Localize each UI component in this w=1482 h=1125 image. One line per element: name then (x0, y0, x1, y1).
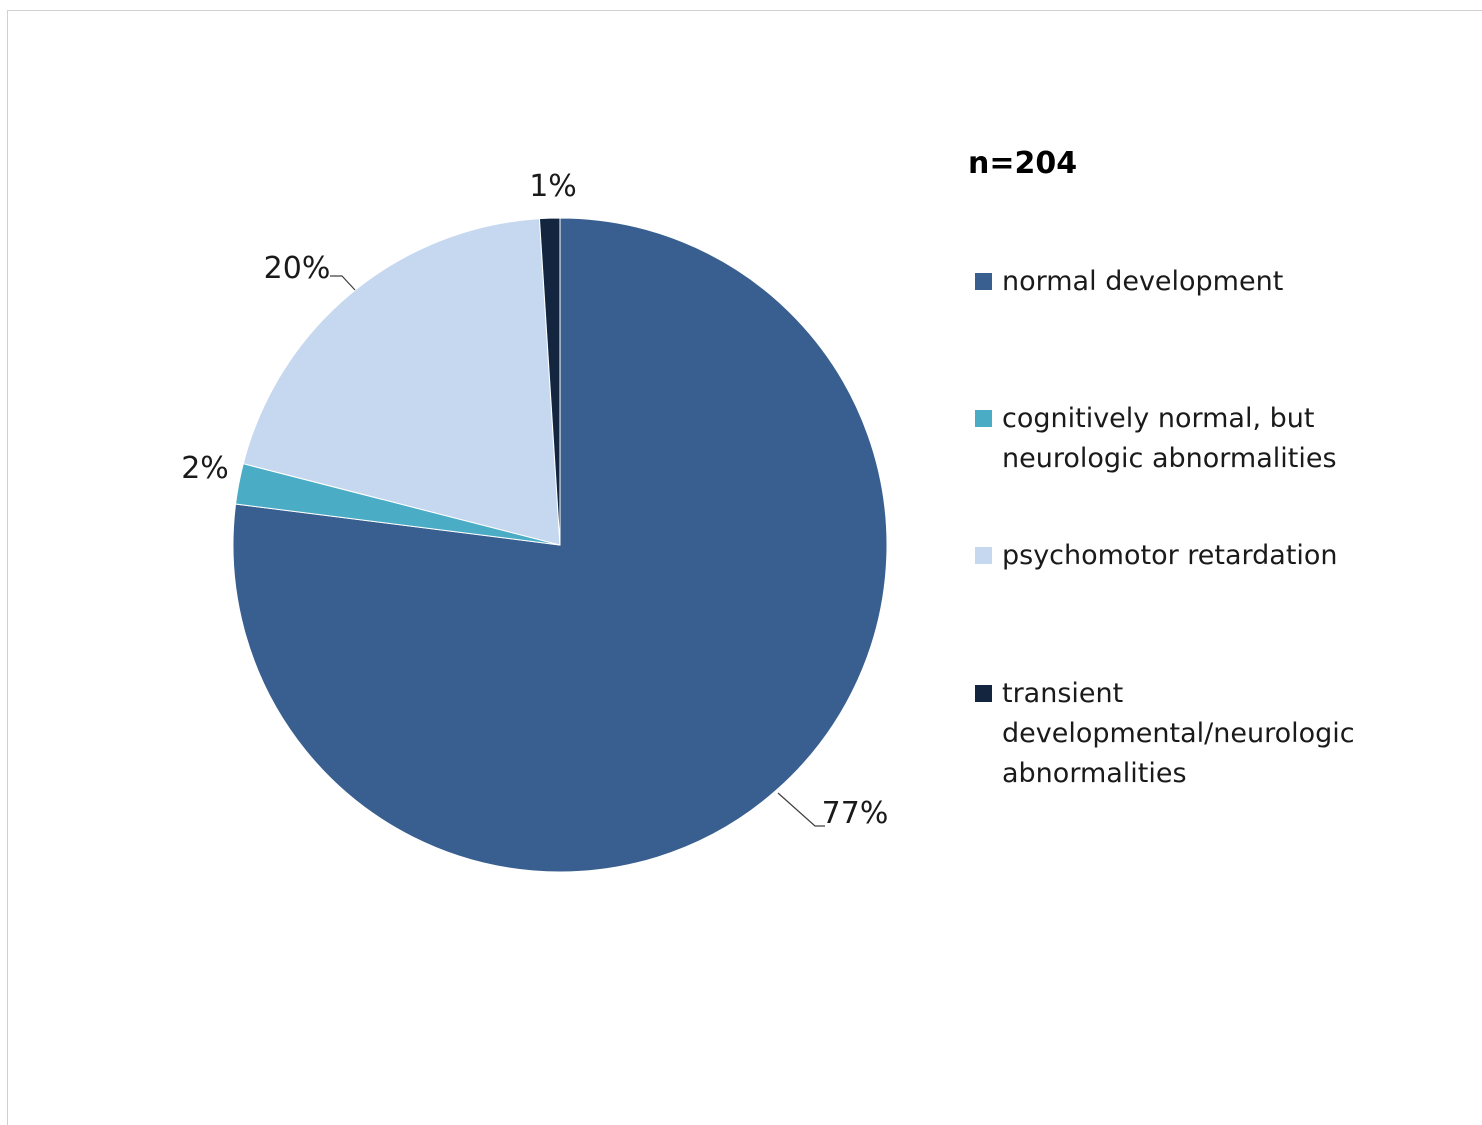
data-label: 77% (822, 796, 889, 831)
legend-label: normal development (1002, 266, 1284, 297)
leader-line (330, 275, 356, 291)
data-label: 2% (181, 451, 229, 486)
legend-swatch (975, 410, 992, 427)
legend-label: psychomotor retardation (1002, 540, 1338, 571)
pie-slices (232, 217, 888, 873)
leader-lines (330, 275, 825, 827)
legend-swatch (975, 685, 992, 702)
data-label: 20% (264, 251, 331, 286)
data-labels: 77% 2% 20% 1% (181, 169, 888, 831)
pie-slice-psychomotor-retardation (242, 218, 561, 546)
legend-title: n=204 (968, 146, 1078, 181)
legend-label: transient developmental/neurologic abnor… (1002, 678, 1355, 789)
legend-swatch (975, 273, 992, 290)
legend-swatch (975, 547, 992, 564)
legend-label: cognitively normal, but neurologic abnor… (1002, 403, 1337, 474)
leader-line (777, 792, 825, 827)
data-label: 1% (529, 169, 577, 204)
pie-slice-transient-developmental-neurologic-abnormalities (538, 217, 561, 546)
